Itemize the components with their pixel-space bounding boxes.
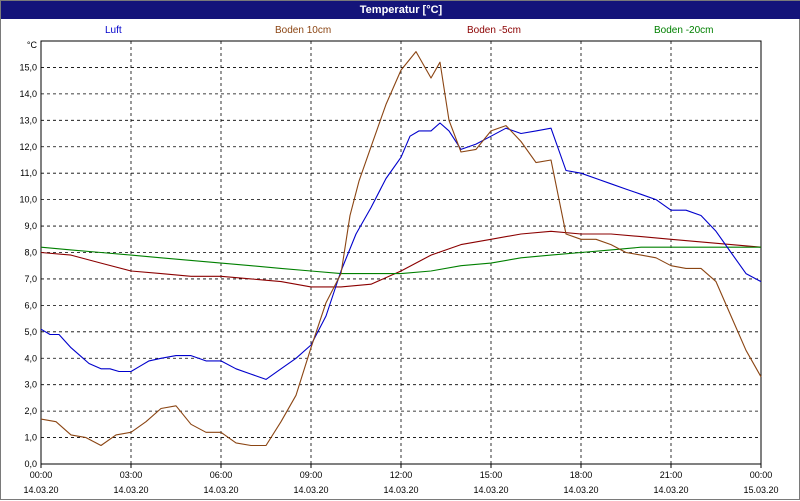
y-tick-label: 10,0 [19, 195, 37, 205]
x-tick-date-label: 14.03.20 [23, 485, 58, 495]
x-tick-date-label: 14.03.20 [293, 485, 328, 495]
y-tick-label: 1,0 [24, 433, 37, 443]
x-tick-date-label: 14.03.20 [563, 485, 598, 495]
y-tick-label: 6,0 [24, 300, 37, 310]
y-tick-label: 15,0 [19, 62, 37, 72]
x-tick-time-label: 09:00 [300, 470, 323, 480]
y-tick-label: 2,0 [24, 406, 37, 416]
x-tick-time-label: 21:00 [660, 470, 683, 480]
x-tick-date-label: 14.03.20 [653, 485, 688, 495]
x-tick-date-label: 14.03.20 [473, 485, 508, 495]
y-tick-label: 13,0 [19, 115, 37, 125]
legend-item-luft: Luft [105, 25, 122, 36]
y-axis-unit-label: °C [27, 40, 38, 50]
y-tick-label: 0,0 [24, 459, 37, 469]
legend-item-boden-minus-5cm: Boden -5cm [467, 25, 521, 36]
x-tick-date-label: 14.03.20 [383, 485, 418, 495]
y-tick-label: 3,0 [24, 380, 37, 390]
y-tick-label: 8,0 [24, 248, 37, 258]
y-tick-label: 11,0 [20, 168, 37, 178]
chart-title: Temperatur [°C] [1, 1, 800, 19]
y-tick-label: 14,0 [19, 89, 37, 99]
x-tick-date-label: 14.03.20 [203, 485, 238, 495]
series-line-luft [40, 122, 762, 380]
y-tick-label: 7,0 [24, 274, 37, 284]
x-tick-time-label: 12:00 [390, 470, 413, 480]
y-tick-label: 5,0 [24, 327, 37, 337]
x-tick-time-label: 15:00 [480, 470, 503, 480]
x-tick-time-label: 06:00 [210, 470, 233, 480]
x-tick-time-label: 03:00 [120, 470, 143, 480]
x-tick-time-label: 18:00 [570, 470, 593, 480]
legend-item-boden-10cm: Boden 10cm [275, 25, 332, 36]
legend-item-boden-minus-20cm: Boden -20cm [654, 25, 714, 36]
x-tick-time-label: 00:00 [30, 470, 53, 480]
x-tick-date-label: 14.03.20 [113, 485, 148, 495]
series-line-boden-20cm [40, 246, 761, 275]
series-line-boden-5cm [40, 230, 762, 288]
y-tick-label: 12,0 [19, 142, 37, 152]
x-tick-date-label: 15.03.20 [743, 485, 778, 495]
y-tick-label: 9,0 [24, 221, 37, 231]
x-tick-time-label: 00:00 [750, 470, 773, 480]
y-tick-label: 4,0 [24, 353, 37, 363]
series-line-boden-10cm [40, 51, 762, 447]
